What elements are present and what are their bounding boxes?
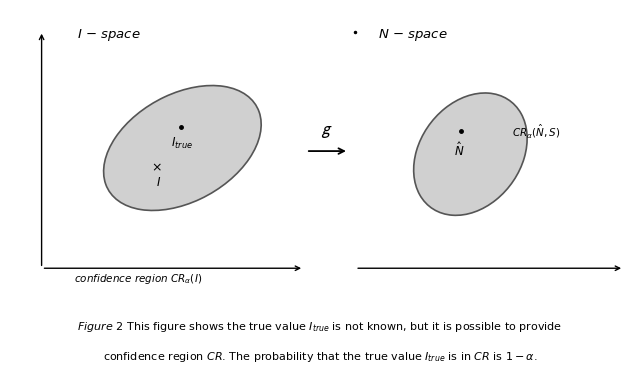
- Text: $\it{Figure\ 2}$ This figure shows the true value $I_{true}$ is not known, but i: $\it{Figure\ 2}$ This figure shows the t…: [77, 320, 563, 334]
- Ellipse shape: [413, 93, 527, 215]
- Text: $I$: $I$: [156, 176, 161, 190]
- Text: $\mathcal{g}$: $\mathcal{g}$: [321, 122, 333, 140]
- Ellipse shape: [104, 85, 261, 211]
- Text: $I$ $-$ $space$: $I$ $-$ $space$: [77, 27, 141, 44]
- Text: $\times$: $\times$: [152, 162, 162, 174]
- Text: $I_{true}$: $I_{true}$: [172, 136, 193, 152]
- Text: $\hat{N}$: $\hat{N}$: [454, 141, 465, 159]
- Text: $CR_{\alpha}(\hat{N},S)$: $CR_{\alpha}(\hat{N},S)$: [512, 122, 561, 140]
- Text: confidence region $\it{CR}$. The probability that the true value $I_{true}$ is i: confidence region $\it{CR}$. The probabi…: [102, 350, 538, 364]
- Text: confidence region $CR_{\alpha}(I)$: confidence region $CR_{\alpha}(I)$: [74, 272, 202, 286]
- Text: $N$ $-$ $space$: $N$ $-$ $space$: [378, 27, 447, 44]
